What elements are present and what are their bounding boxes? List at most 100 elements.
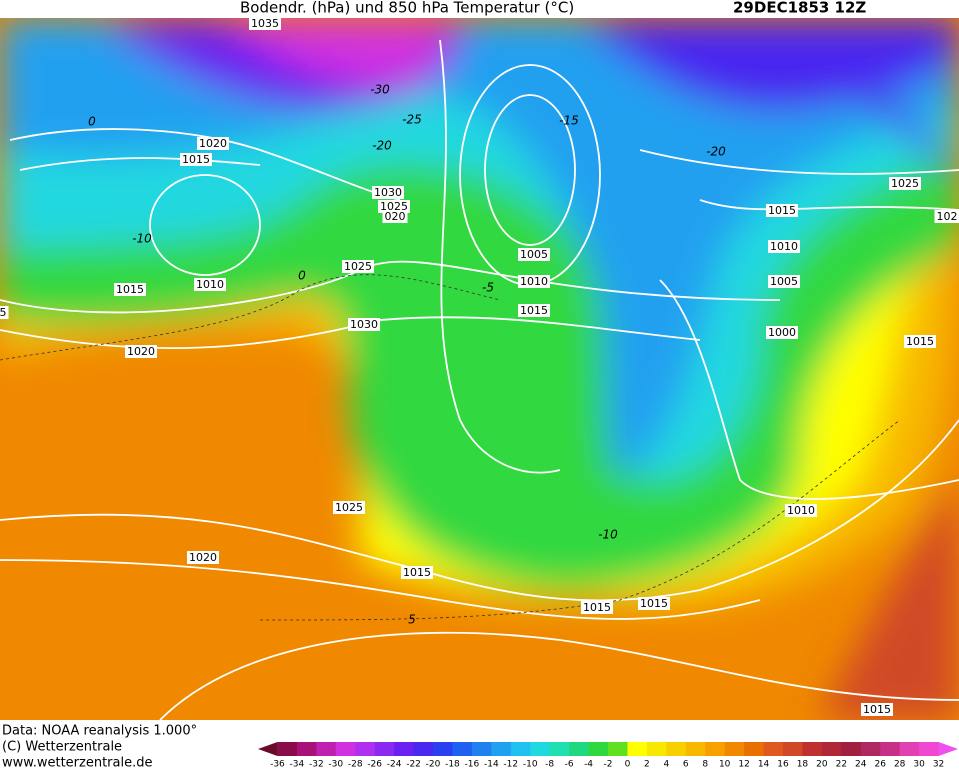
isobar-label-box [187, 551, 219, 564]
isobar-label-box [0, 306, 9, 319]
isobar-label-box [768, 275, 800, 288]
temperature-label: -20 [706, 145, 726, 159]
isobar-label: 1000 [768, 326, 796, 339]
colorbar-swatch [802, 742, 823, 756]
colorbar-swatch [316, 742, 337, 756]
colorbar-swatch [646, 742, 667, 756]
isobar-label: 1005 [520, 248, 548, 261]
colorbar-swatch [705, 742, 726, 756]
isobar-label-box [768, 240, 800, 253]
colorbar-label: -30 [328, 760, 343, 770]
isobar-label: 1025 [344, 260, 372, 273]
colorbar-swatch [919, 742, 940, 756]
colorbar-swatch [821, 742, 842, 756]
temperature-label: 0 [298, 269, 306, 283]
isobar-label: 020 [385, 210, 406, 223]
isobar-label: 1010 [520, 275, 548, 288]
colorbar-swatch [860, 742, 881, 756]
footer-line: www.wetterzentrale.de [2, 756, 152, 770]
isobar-label-box [114, 283, 146, 296]
temperature-label: -30 [370, 83, 390, 97]
colorbar-label: 16 [777, 760, 789, 770]
colorbar-label: 14 [758, 760, 770, 770]
colorbar-label: 20 [816, 760, 828, 770]
isobar-label-box [348, 318, 380, 331]
isobar-labels: 1035102010151030102502010101015102010251… [0, 17, 959, 716]
colorbar-swatch [277, 742, 298, 756]
colorbar-label: 22 [836, 760, 847, 770]
colorbar-swatch [335, 742, 356, 756]
colorbar-label: -16 [465, 760, 480, 770]
isobar-label: 1015 [403, 566, 431, 579]
isobar-label: 5 [0, 306, 7, 319]
colorbar-label: 30 [913, 760, 925, 770]
isobar-label-box [766, 204, 798, 217]
colorbar-swatch [744, 742, 765, 756]
isobar-label-box [518, 304, 550, 317]
isobar-label-box [194, 278, 226, 291]
isobar-label-box [333, 501, 365, 514]
colorbar-swatch [841, 742, 862, 756]
colorbar-swatch [374, 742, 395, 756]
colorbar-label: 6 [683, 760, 689, 770]
colorbar-swatch [627, 742, 648, 756]
temperature-label: -15 [559, 114, 579, 128]
isobar-label-box [372, 186, 404, 199]
isobar-label-box [401, 566, 433, 579]
isobar-label-box [342, 260, 374, 273]
isobar-label: 1030 [374, 186, 402, 199]
colorbar-label: -22 [406, 760, 421, 770]
colorbar-swatch [355, 742, 376, 756]
temperature-label: 0 [88, 115, 96, 129]
isobar-label: 1015 [116, 283, 144, 296]
isobar-label-box [785, 504, 817, 517]
isobar-label-box [125, 345, 157, 358]
colorbar-swatch [666, 742, 687, 756]
isobar-label-box [518, 248, 550, 261]
isobar-label: 1015 [583, 601, 611, 614]
colorbar-label: -8 [545, 760, 554, 770]
colorbar-swatch [433, 742, 453, 756]
temperature-label: -10 [598, 528, 618, 542]
colorbar-swatch [724, 742, 745, 756]
colorbar-swatch [763, 742, 784, 756]
colorbar-label: 4 [663, 760, 669, 770]
isobar-label-box [904, 335, 936, 348]
colorbar-label: -32 [309, 760, 324, 770]
colorbar-label: 12 [738, 760, 749, 770]
colorbar-label: -26 [367, 760, 382, 770]
map-date: 29DEC1853 12Z [733, 0, 866, 17]
colorbar-swatch [899, 742, 920, 756]
colorbar-label: -10 [523, 760, 538, 770]
colorbar-swatch [588, 742, 609, 756]
isobar-label: 1015 [863, 703, 891, 716]
isobar-label: 102 [937, 210, 958, 223]
isobar-label-box [180, 153, 212, 166]
colorbar-label: -18 [445, 760, 460, 770]
isobar-label-box [889, 177, 921, 190]
colorbar-label: 18 [797, 760, 809, 770]
isobar-label-box [382, 210, 408, 223]
colorbar-label: -28 [348, 760, 363, 770]
colorbar-label: -4 [584, 760, 593, 770]
colorbar-swatch [608, 742, 628, 756]
colorbar-label: 2 [644, 760, 650, 770]
isobar-label-box [518, 275, 550, 288]
isobar-label: 1030 [350, 318, 378, 331]
isobar-label: 1010 [787, 504, 815, 517]
colorbar-label: -12 [503, 760, 518, 770]
isobar-label: 1025 [335, 501, 363, 514]
colorbar-swatch [394, 742, 415, 756]
isobar-label-box [934, 210, 959, 223]
colorbar-label: 10 [719, 760, 731, 770]
isobar-label-box [197, 137, 229, 150]
isobar-label: 1020 [189, 551, 217, 564]
colorbar-label: 32 [933, 760, 944, 770]
colorbar-swatch [471, 742, 492, 756]
isobar-label: 1015 [768, 204, 796, 217]
footer-line: Data: NOAA reanalysis 1.000° [2, 724, 197, 739]
colorbar-swatch [296, 742, 317, 756]
isobar-label-box [861, 703, 893, 716]
colorbar-swatch [685, 742, 706, 756]
